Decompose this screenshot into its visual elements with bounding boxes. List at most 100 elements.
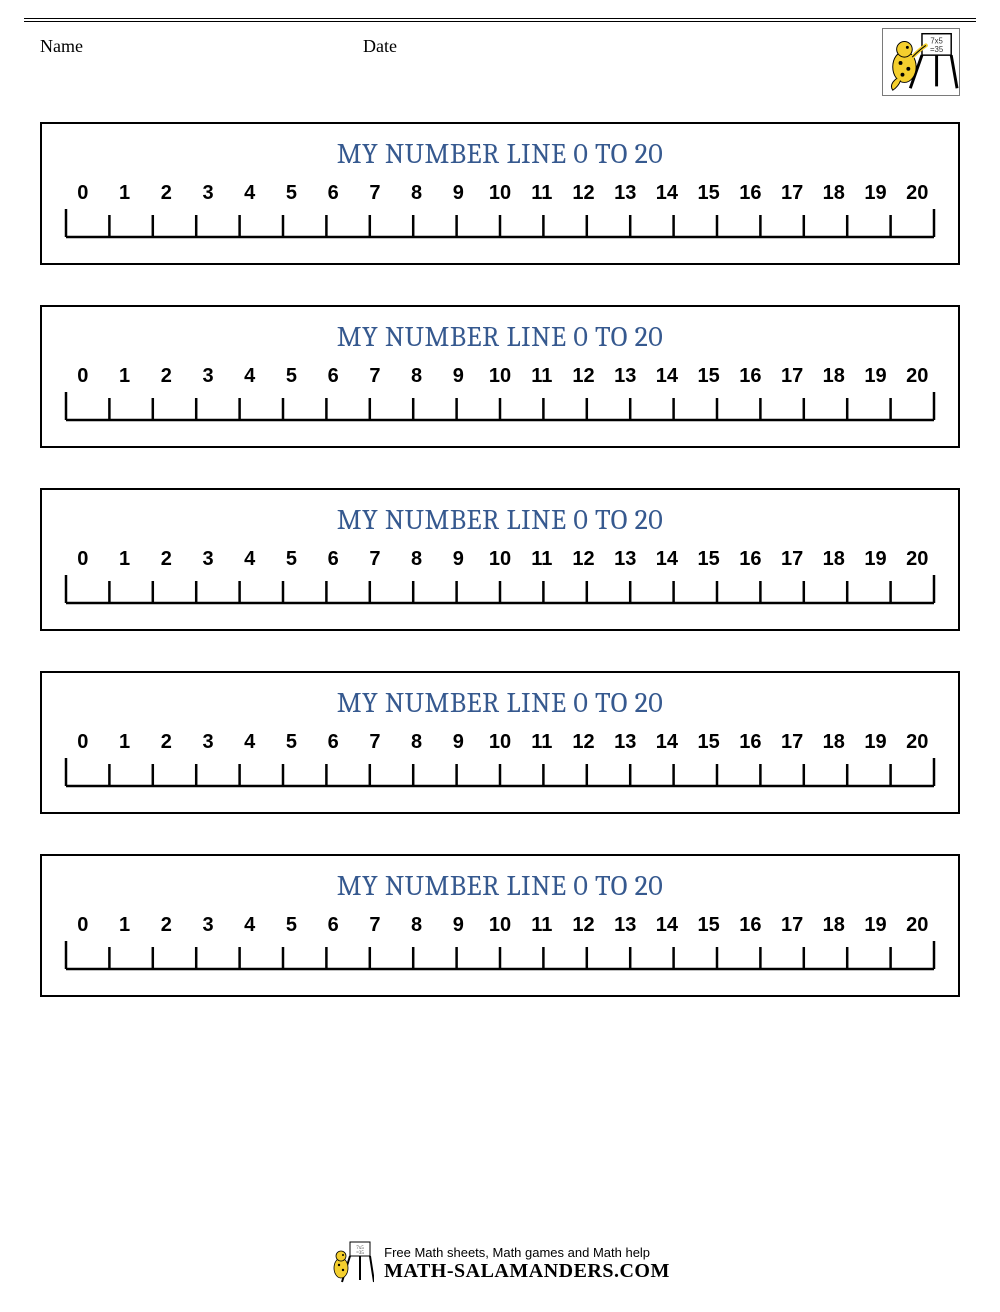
date-label: Date [363, 36, 397, 57]
tick-label-0: 0 [62, 731, 104, 754]
tick-label-12: 12 [563, 182, 605, 205]
worksheet-footer: 7x5 =35 Free Math sheets, Math games and… [0, 1240, 1000, 1288]
number-line-card: MY NUMBER LINE 0 TO 20 01234567891011121… [40, 488, 960, 631]
tick-label-11: 11 [521, 365, 563, 388]
tick-label-4: 4 [229, 365, 271, 388]
tick-label-9: 9 [437, 365, 479, 388]
tick-label-16: 16 [730, 365, 772, 388]
tick-label-6: 6 [312, 914, 354, 937]
card-title: MY NUMBER LINE 0 TO 20 [60, 870, 940, 902]
tick-label-1: 1 [104, 182, 146, 205]
tick-label-19: 19 [855, 182, 897, 205]
tick-label-17: 17 [771, 914, 813, 937]
tick-label-6: 6 [312, 182, 354, 205]
number-line-ruler-icon [60, 754, 940, 788]
tick-label-20: 20 [896, 182, 938, 205]
worksheet-header: Name Date 7x5 =35 [0, 22, 1000, 106]
tick-label-20: 20 [896, 914, 938, 937]
tick-label-8: 8 [396, 365, 438, 388]
number-line-ruler-icon [60, 937, 940, 971]
tick-label-20: 20 [896, 731, 938, 754]
tick-label-6: 6 [312, 365, 354, 388]
svg-text:7x5: 7x5 [930, 36, 943, 45]
tick-label-4: 4 [229, 731, 271, 754]
tick-label-13: 13 [604, 731, 646, 754]
tick-label-16: 16 [730, 548, 772, 571]
tick-label-6: 6 [312, 548, 354, 571]
tick-label-9: 9 [437, 731, 479, 754]
tick-label-17: 17 [771, 548, 813, 571]
tick-label-15: 15 [688, 731, 730, 754]
tick-label-3: 3 [187, 182, 229, 205]
tick-label-14: 14 [646, 548, 688, 571]
tick-label-18: 18 [813, 182, 855, 205]
tick-label-5: 5 [271, 365, 313, 388]
number-line-ruler-icon [60, 571, 940, 605]
tick-label-14: 14 [646, 914, 688, 937]
number-line-labels: 01234567891011121314151617181920 [60, 365, 940, 388]
number-line-card: MY NUMBER LINE 0 TO 20 01234567891011121… [40, 671, 960, 814]
tick-label-15: 15 [688, 365, 730, 388]
tick-label-13: 13 [604, 914, 646, 937]
tick-label-11: 11 [521, 731, 563, 754]
card-title: MY NUMBER LINE 0 TO 20 [60, 504, 940, 536]
tick-label-19: 19 [855, 548, 897, 571]
tick-label-5: 5 [271, 182, 313, 205]
tick-label-20: 20 [896, 548, 938, 571]
tick-label-18: 18 [813, 365, 855, 388]
tick-label-2: 2 [145, 365, 187, 388]
tick-label-9: 9 [437, 548, 479, 571]
tick-label-10: 10 [479, 731, 521, 754]
tick-label-0: 0 [62, 182, 104, 205]
svg-text:=35: =35 [356, 1251, 364, 1256]
number-line-cards: MY NUMBER LINE 0 TO 20 01234567891011121… [0, 106, 1000, 997]
tick-label-14: 14 [646, 731, 688, 754]
number-line-card: MY NUMBER LINE 0 TO 20 01234567891011121… [40, 305, 960, 448]
tick-label-15: 15 [688, 914, 730, 937]
salamander-logo: 7x5 =35 [882, 28, 960, 96]
tick-label-5: 5 [271, 731, 313, 754]
tick-label-15: 15 [688, 548, 730, 571]
footer-site-name: Math-Salamanders.com [384, 1260, 670, 1283]
number-line-card: MY NUMBER LINE 0 TO 20 01234567891011121… [40, 122, 960, 265]
tick-label-17: 17 [771, 365, 813, 388]
tick-label-5: 5 [271, 914, 313, 937]
number-line-labels: 01234567891011121314151617181920 [60, 548, 940, 571]
number-line-labels: 01234567891011121314151617181920 [60, 914, 940, 937]
tick-label-11: 11 [521, 182, 563, 205]
number-line-card: MY NUMBER LINE 0 TO 20 01234567891011121… [40, 854, 960, 997]
tick-label-2: 2 [145, 182, 187, 205]
tick-label-2: 2 [145, 548, 187, 571]
tick-label-4: 4 [229, 548, 271, 571]
tick-label-9: 9 [437, 914, 479, 937]
tick-label-9: 9 [437, 182, 479, 205]
tick-label-7: 7 [354, 548, 396, 571]
tick-label-8: 8 [396, 182, 438, 205]
tick-label-2: 2 [145, 731, 187, 754]
tick-label-1: 1 [104, 731, 146, 754]
tick-label-16: 16 [730, 182, 772, 205]
tick-label-20: 20 [896, 365, 938, 388]
tick-label-18: 18 [813, 731, 855, 754]
tick-label-19: 19 [855, 914, 897, 937]
tick-label-1: 1 [104, 914, 146, 937]
tick-label-3: 3 [187, 914, 229, 937]
svg-text:=35: =35 [930, 45, 943, 54]
tick-label-16: 16 [730, 731, 772, 754]
tick-label-12: 12 [563, 548, 605, 571]
tick-label-12: 12 [563, 365, 605, 388]
tick-label-7: 7 [354, 914, 396, 937]
tick-label-5: 5 [271, 548, 313, 571]
tick-label-10: 10 [479, 365, 521, 388]
tick-label-12: 12 [563, 731, 605, 754]
tick-label-19: 19 [855, 365, 897, 388]
tick-label-0: 0 [62, 548, 104, 571]
tick-label-17: 17 [771, 731, 813, 754]
tick-label-11: 11 [521, 548, 563, 571]
tick-label-18: 18 [813, 548, 855, 571]
number-line-ruler-icon [60, 388, 940, 422]
tick-label-7: 7 [354, 365, 396, 388]
tick-label-1: 1 [104, 548, 146, 571]
tick-label-14: 14 [646, 365, 688, 388]
tick-label-0: 0 [62, 914, 104, 937]
